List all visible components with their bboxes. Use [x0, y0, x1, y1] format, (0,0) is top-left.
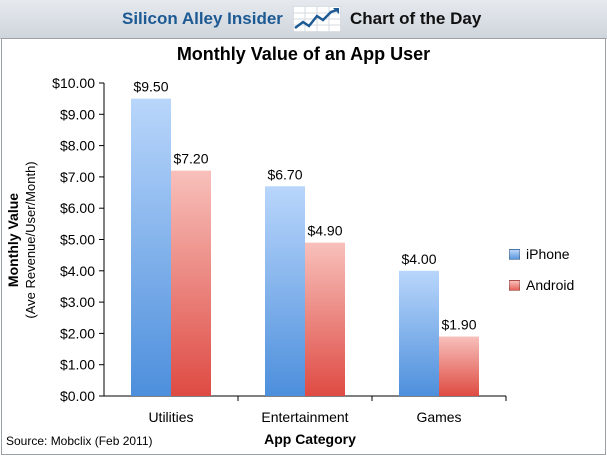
data-label: $9.50 — [133, 79, 168, 95]
data-label: $1.90 — [441, 317, 476, 333]
chart-title: Monthly Value of an App User — [176, 44, 431, 64]
y-tick-label: $7.00 — [60, 169, 95, 185]
y-tick-label: $4.00 — [60, 263, 95, 279]
data-label: $4.00 — [401, 251, 436, 267]
data-label: $7.20 — [173, 151, 208, 167]
legend: iPhone Android — [509, 244, 574, 306]
legend-label-android: Android — [526, 277, 575, 293]
data-label: $6.70 — [267, 166, 302, 182]
chart-of-the-day-label: Chart of the Day — [350, 9, 482, 28]
y-tick-label: $0.00 — [60, 388, 95, 404]
x-axis-title: App Category — [264, 431, 356, 447]
brand-name: Silicon Alley Insider — [122, 9, 283, 28]
y-tick-label: $1.00 — [60, 357, 95, 373]
x-tick-label: Entertainment — [261, 409, 348, 425]
x-tick-label: Games — [416, 409, 461, 425]
legend-item-android: Android — [509, 275, 574, 295]
bar-iphone-games — [399, 270, 439, 396]
trend-chart-icon — [293, 6, 341, 32]
data-label: $4.90 — [307, 223, 342, 239]
legend-swatch-iphone — [509, 248, 520, 260]
legend-item-iphone: iPhone — [509, 244, 574, 264]
bar-android-entertainment — [305, 242, 345, 396]
source-note: Source: Mobclix (Feb 2011) — [6, 434, 153, 448]
bar-android-utilities — [171, 170, 211, 396]
y-tick-label: $10.00 — [52, 75, 95, 91]
y-tick-label: $3.00 — [60, 294, 95, 310]
bar-iphone-utilities — [131, 98, 171, 397]
legend-label-iphone: iPhone — [526, 246, 570, 262]
bar-android-games — [439, 336, 479, 396]
chart-frame — [1, 38, 606, 455]
y-tick-label: $8.00 — [60, 138, 95, 154]
y-tick-label: $5.00 — [60, 232, 95, 248]
header-bar: Silicon Alley Insider Chart of the Day — [0, 0, 607, 39]
y-tick-label: $6.00 — [60, 200, 95, 216]
y-tick-label: $9.00 — [60, 106, 95, 122]
legend-swatch-android — [509, 279, 520, 291]
x-tick-label: Utilities — [148, 409, 193, 425]
y-tick-label: $2.00 — [60, 325, 95, 341]
bar-iphone-entertainment — [265, 186, 305, 396]
